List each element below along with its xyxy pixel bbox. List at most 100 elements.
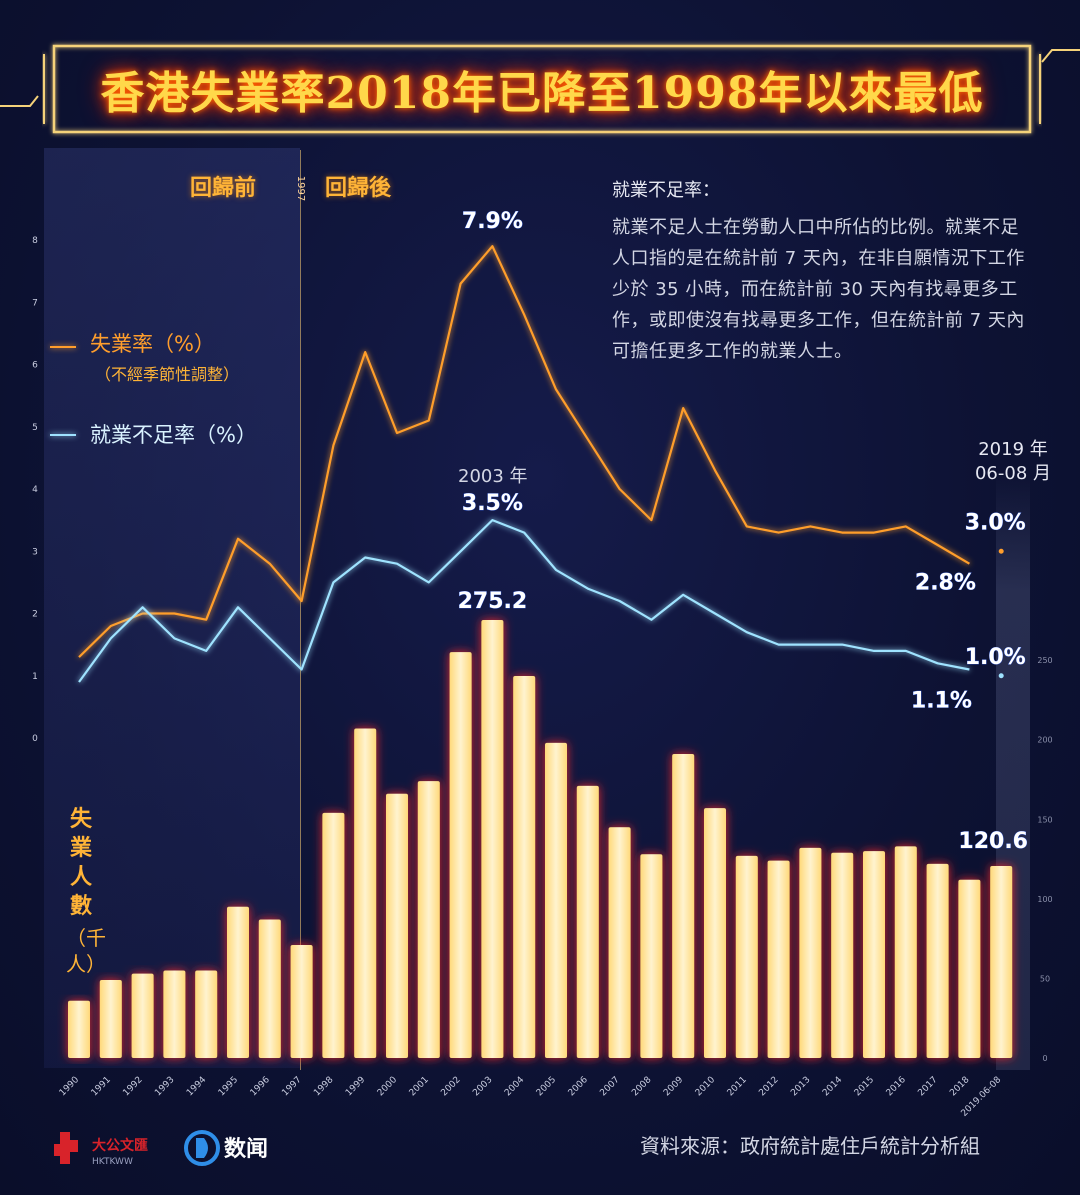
- bar-2010: [704, 808, 726, 1058]
- bar-1990: [68, 1000, 90, 1058]
- x-tick-1993: 1993: [153, 1075, 176, 1098]
- series-point-latest-unemployment: [998, 548, 1004, 554]
- x-tick-1994: 1994: [185, 1075, 208, 1098]
- bar-1998: [322, 812, 345, 1058]
- legend-underemployment-label: 就業不足率（%）: [90, 423, 257, 447]
- x-tick-2006: 2006: [567, 1075, 590, 1098]
- x-tick-1992: 1992: [121, 1075, 144, 1098]
- bar-2012: [767, 860, 790, 1058]
- left-tick-7: 7: [32, 298, 38, 308]
- right-tick-250: 250: [1037, 656, 1052, 665]
- x-tick-2003: 2003: [471, 1075, 494, 1098]
- x-tick-2009: 2009: [662, 1075, 685, 1098]
- legend-underemployment-swatch: [50, 434, 76, 436]
- left-tick-5: 5: [32, 423, 38, 433]
- bar-2014: [831, 852, 854, 1058]
- bar-label-2019: 120.6: [958, 829, 1028, 854]
- title-frame: 香港失業率2018年已降至1998年以來最低: [42, 38, 1042, 140]
- latest-period-months: 06-08 月: [974, 463, 1052, 484]
- bar-2018: [958, 879, 981, 1058]
- bar-2015: [863, 851, 885, 1058]
- tkww-logo: 大公文匯 HKTKWW: [54, 1132, 148, 1167]
- x-tick-2000: 2000: [376, 1075, 399, 1098]
- x-tick-2002: 2002: [439, 1075, 462, 1098]
- left-tick-0: 0: [32, 734, 38, 744]
- bar-series: [68, 620, 1013, 1058]
- era-before-label: 回歸前: [190, 176, 257, 201]
- bar-1994: [195, 970, 218, 1058]
- right-tick-50: 50: [1040, 974, 1050, 983]
- right-tick-150: 150: [1037, 815, 1052, 824]
- bar-2006: [576, 785, 599, 1058]
- x-tick-1991: 1991: [90, 1075, 113, 1098]
- left-tick-2: 2: [32, 610, 38, 620]
- right-tick-100: 100: [1037, 895, 1052, 904]
- bar-2005: [545, 742, 567, 1058]
- title-right-connector: [1041, 49, 1080, 63]
- unemp-label-2019: 3.0%: [965, 510, 1026, 535]
- left-tick-4: 4: [32, 485, 38, 495]
- underemp-label-2018: 1.1%: [911, 689, 972, 714]
- bar-1995: [227, 906, 249, 1058]
- left-tick-8: 8: [32, 236, 38, 246]
- data-labels: 275.2 120.6 7.9% 2.8% 3.0% 3.5% 1.1% 1.0%: [457, 209, 1028, 854]
- title-border: [43, 44, 1041, 134]
- left-tick-6: 6: [32, 361, 38, 371]
- title-left-connector: [0, 95, 39, 107]
- x-tick-2013: 2013: [789, 1075, 812, 1098]
- bar-2008: [640, 854, 663, 1058]
- bar-unit-label: 失業人數: [69, 807, 92, 919]
- tkww-logo-text: 大公文匯: [92, 1137, 148, 1154]
- bar-2001: [417, 781, 440, 1058]
- bar-1991: [99, 980, 122, 1058]
- x-tick-1995: 1995: [217, 1075, 240, 1098]
- bar-1997: [290, 944, 313, 1058]
- x-tick-2017: 2017: [916, 1075, 939, 1098]
- line-series: [78, 245, 1004, 683]
- x-tick-1999: 1999: [344, 1075, 367, 1098]
- bar-2000: [386, 793, 408, 1058]
- note-title: 就業不足率：: [612, 180, 720, 201]
- underemp-label-2019: 1.0%: [965, 645, 1026, 670]
- legend-unemployment-swatch: [50, 346, 76, 348]
- underemp-label-2003: 3.5%: [462, 491, 523, 516]
- x-tick-2008: 2008: [630, 1075, 653, 1098]
- x-tick-2004: 2004: [503, 1075, 526, 1098]
- pre-handover-shade: [44, 148, 300, 1068]
- x-tick-2012: 2012: [757, 1075, 780, 1098]
- x-tick-1998: 1998: [312, 1075, 335, 1098]
- series-point-latest-underemployment: [998, 673, 1004, 679]
- x-tick-1990: 1990: [58, 1075, 81, 1098]
- left-tick-1: 1: [32, 672, 38, 682]
- bar-2017: [926, 863, 949, 1058]
- legend-unemployment-label: 失業率（%）: [90, 332, 215, 356]
- chart-title: 香港失業率2018年已降至1998年以來最低: [100, 68, 984, 119]
- latest-period-year: 2019 年: [978, 439, 1048, 460]
- x-tick-2016: 2016: [885, 1075, 908, 1098]
- note-body: 就業不足人士在勞動人口中所佔的比例。就業不足人口指的是在統計前 7 天內，在非自…: [612, 217, 1025, 362]
- bar-2011: [735, 855, 758, 1058]
- x-tick-2010: 2010: [694, 1075, 717, 1098]
- x-tick-1997: 1997: [280, 1075, 303, 1098]
- right-tick-0: 0: [1042, 1054, 1047, 1063]
- x-tick-2018: 2018: [948, 1075, 971, 1098]
- bar-1999: [354, 728, 377, 1058]
- series-line-unemployment: [78, 245, 970, 658]
- bar-2016: [894, 846, 917, 1058]
- handover-divider: [300, 150, 301, 1070]
- x-tick-2015: 2015: [853, 1075, 876, 1098]
- x-tick-2014: 2014: [821, 1075, 844, 1098]
- x-tick-2011: 2011: [726, 1075, 749, 1098]
- x-tick-1996: 1996: [249, 1075, 272, 1098]
- legend-unemployment-note: （不經季節性調整）: [95, 365, 240, 384]
- left-tick-3: 3: [32, 547, 38, 557]
- shuwen-logo: 数闻: [184, 1130, 268, 1166]
- peak-year-caption: 2003 年: [458, 466, 528, 487]
- x-tick-2005: 2005: [535, 1075, 558, 1098]
- bar-2003: [481, 620, 504, 1058]
- bar-1993: [163, 970, 186, 1058]
- bar-1992: [131, 973, 154, 1058]
- bar-2007: [608, 827, 631, 1058]
